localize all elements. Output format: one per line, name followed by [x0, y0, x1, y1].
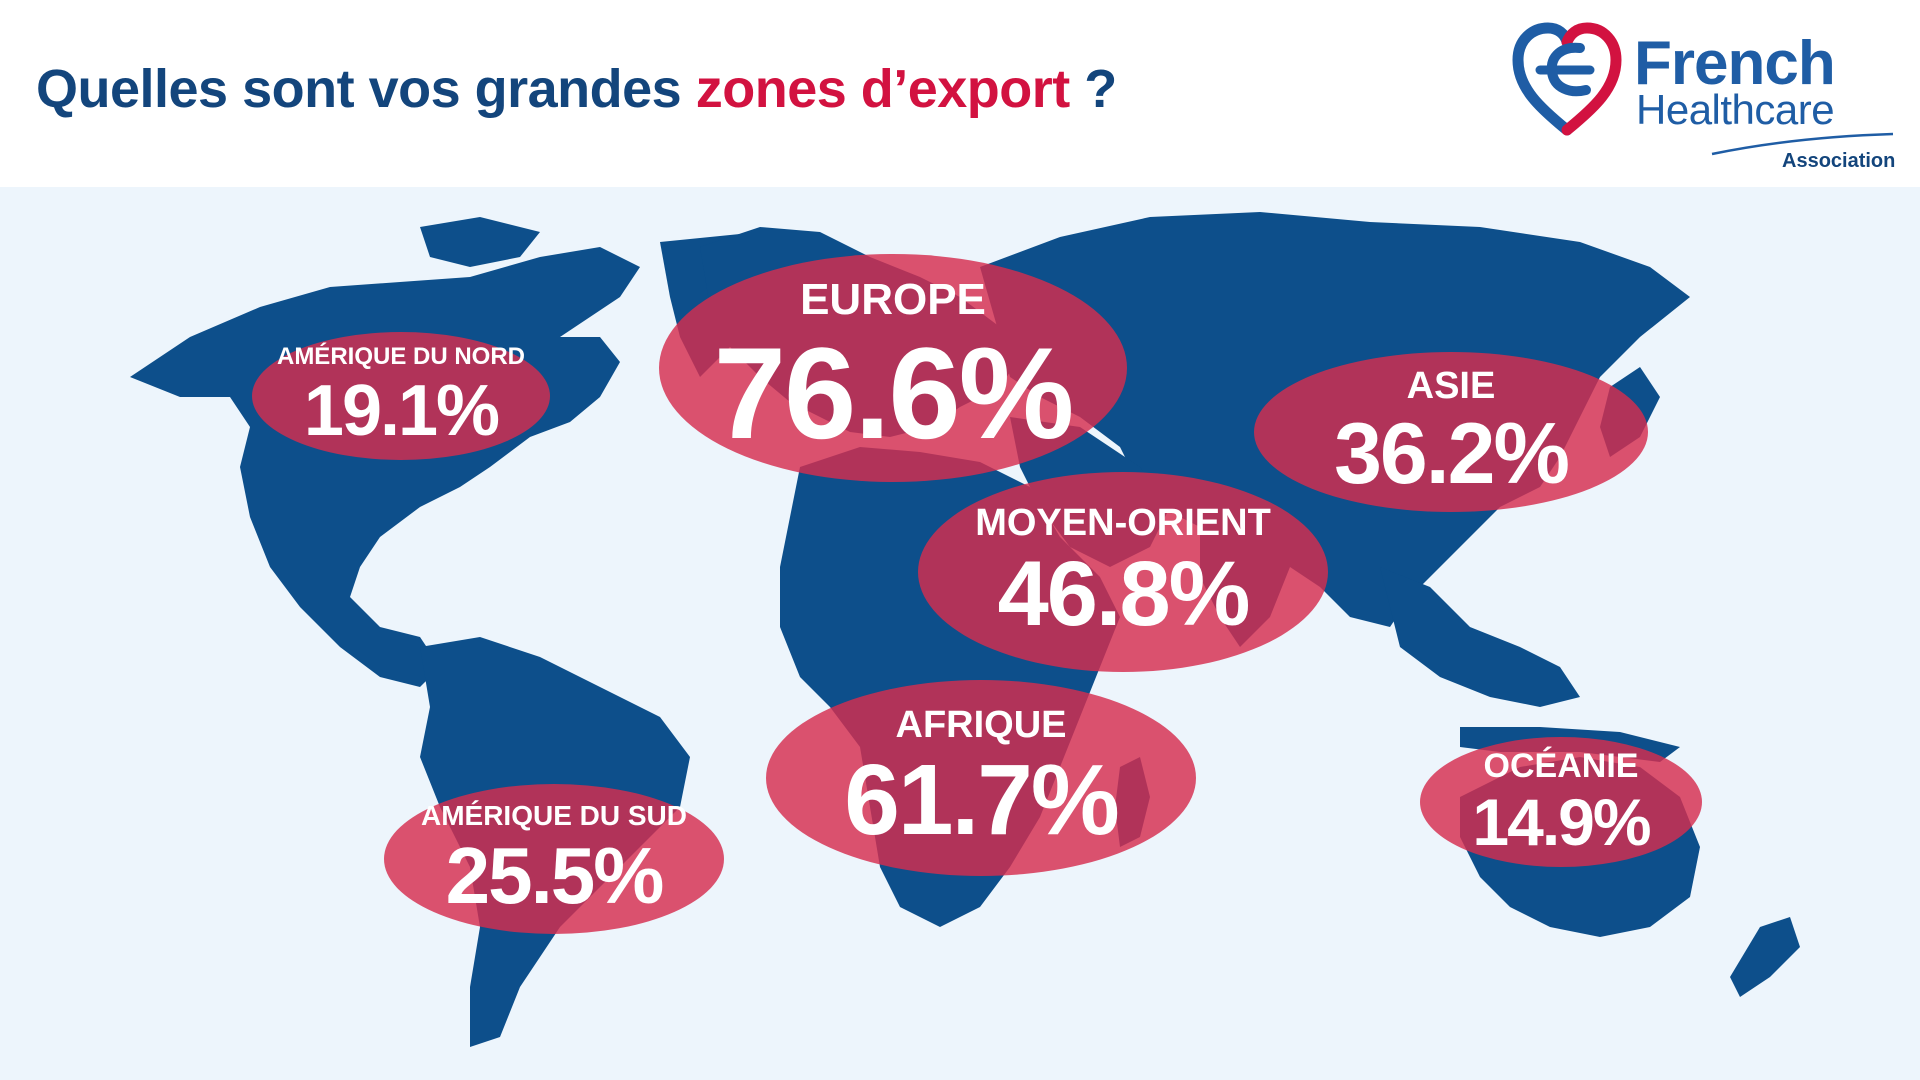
region-bubble-europe: EUROPE 76.6%	[659, 254, 1127, 482]
region-value: 36.2%	[1334, 406, 1570, 502]
region-bubble-africa: AFRIQUE 61.7%	[766, 680, 1196, 876]
title-accent: zones d’export	[695, 59, 1071, 119]
header: Quelles sont vos grandes zones d’export …	[0, 0, 1920, 187]
region-label: EUROPE	[800, 275, 986, 324]
region-label: MOYEN-ORIENT	[975, 502, 1271, 544]
north-america-landmass	[130, 247, 640, 687]
region-bubble-south-america: AMÉRIQUE DU SUD 25.5%	[384, 784, 724, 934]
region-value: 46.8%	[997, 543, 1251, 645]
region-label: AMÉRIQUE DU NORD	[276, 343, 525, 370]
region-bubble-north-america: AMÉRIQUE DU NORD 19.1%	[252, 332, 550, 460]
region-label: AMÉRIQUE DU SUD	[420, 800, 687, 831]
southeast-asia-landmass	[1380, 567, 1580, 707]
region-value: 61.7%	[844, 744, 1120, 856]
region-value: 14.9%	[1472, 785, 1651, 859]
region-bubble-oceania: OCÉANIE 14.9%	[1420, 737, 1702, 867]
title-suffix: ?	[1069, 59, 1117, 119]
world-map: AMÉRIQUE DU NORD 19.1% EUROPE 76.6% ASIE…	[0, 187, 1920, 1080]
french-healthcare-logo: French Healthcare Association	[1510, 20, 1900, 172]
logo-word-healthcare: Healthcare	[1636, 86, 1835, 133]
heart-logo-icon	[1512, 22, 1622, 136]
region-bubble-asia: ASIE 36.2%	[1254, 352, 1648, 512]
region-label: ASIE	[1406, 365, 1496, 407]
region-label: OCÉANIE	[1483, 747, 1639, 785]
region-value: 25.5%	[445, 831, 665, 920]
title-text: Quelles sont vos grandes	[36, 59, 696, 119]
region-value: 76.6%	[713, 320, 1075, 466]
logo-word-french: French	[1634, 29, 1836, 98]
logo-word-association: Association	[1782, 150, 1896, 172]
arctic-islands	[420, 217, 540, 267]
region-label: AFRIQUE	[895, 704, 1067, 746]
page-title: Quelles sont vos grandes zones d’export …	[36, 58, 1117, 120]
region-bubble-middle-east: MOYEN-ORIENT 46.8%	[918, 472, 1328, 672]
region-value: 19.1%	[303, 371, 500, 451]
logo-swoosh-icon	[1711, 132, 1894, 156]
new-zealand-landmass	[1730, 917, 1800, 997]
